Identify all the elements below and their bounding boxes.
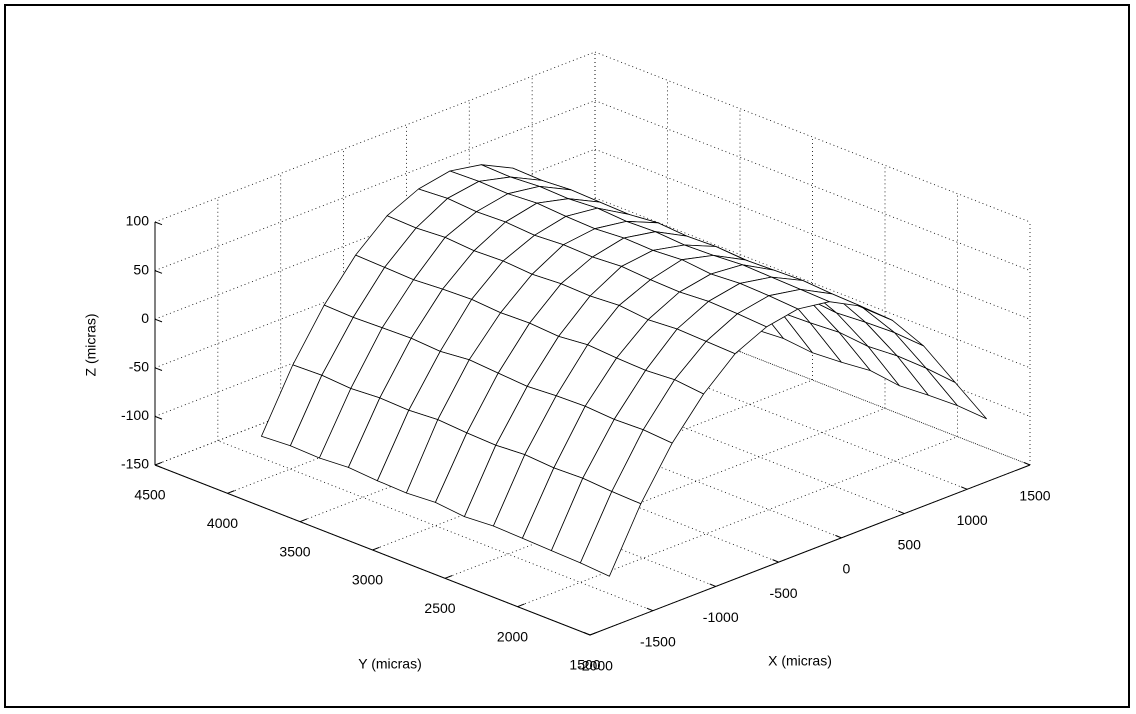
x-tick	[835, 534, 842, 539]
x-tick	[960, 486, 968, 490]
x-tick	[1023, 462, 1031, 466]
x-tick-label: 0	[843, 561, 851, 577]
y-axis-label: Y (micras)	[358, 656, 422, 672]
x-tick-label: 1000	[957, 512, 988, 528]
y-tick-label: 4000	[207, 515, 238, 531]
z-tick	[154, 270, 163, 274]
x-tick-label: -500	[770, 585, 798, 601]
z-tick	[154, 367, 163, 371]
y-tick-label: 2500	[424, 600, 455, 616]
z-tick-label: 50	[133, 261, 149, 277]
x-axis-label: X (micras)	[768, 653, 832, 669]
y-tick	[299, 518, 308, 523]
z-tick-label: 100	[126, 213, 150, 229]
y-tick-label: 3000	[352, 572, 383, 588]
z-tick	[154, 221, 163, 226]
y-tick	[517, 603, 525, 608]
y-tick	[444, 575, 453, 579]
y-tick-label: 4500	[134, 487, 165, 503]
z-tick-label: -100	[121, 407, 149, 423]
x-tick	[772, 559, 779, 563]
z-tick-label: 0	[141, 310, 149, 326]
z-tick-label: -150	[121, 456, 149, 472]
x-tick	[583, 632, 591, 636]
z-tick	[154, 464, 163, 469]
x-tick	[898, 510, 905, 515]
z-axis-label: Z (micras)	[83, 314, 99, 377]
x-tick-label: 500	[898, 536, 922, 552]
x-tick-label: -2000	[577, 658, 613, 674]
x-axis	[589, 464, 1031, 636]
y-tick-label: 1500	[569, 657, 600, 673]
y-tick-label: 3500	[279, 543, 310, 559]
y-tick	[154, 461, 163, 466]
y-tick	[227, 490, 235, 494]
y-tick-label: 2000	[497, 628, 528, 644]
surface-cell	[580, 491, 642, 577]
x-tick-label: -1000	[703, 609, 739, 625]
y-tick	[589, 631, 598, 636]
x-tick	[709, 583, 716, 587]
x-tick-label: 1500	[1019, 488, 1050, 504]
z-tick	[154, 318, 163, 323]
z-tick-label: -50	[129, 359, 149, 375]
z-tick	[154, 415, 163, 420]
x-tick-label: -1500	[640, 633, 676, 649]
y-tick	[372, 546, 380, 551]
x-tick	[646, 607, 654, 612]
